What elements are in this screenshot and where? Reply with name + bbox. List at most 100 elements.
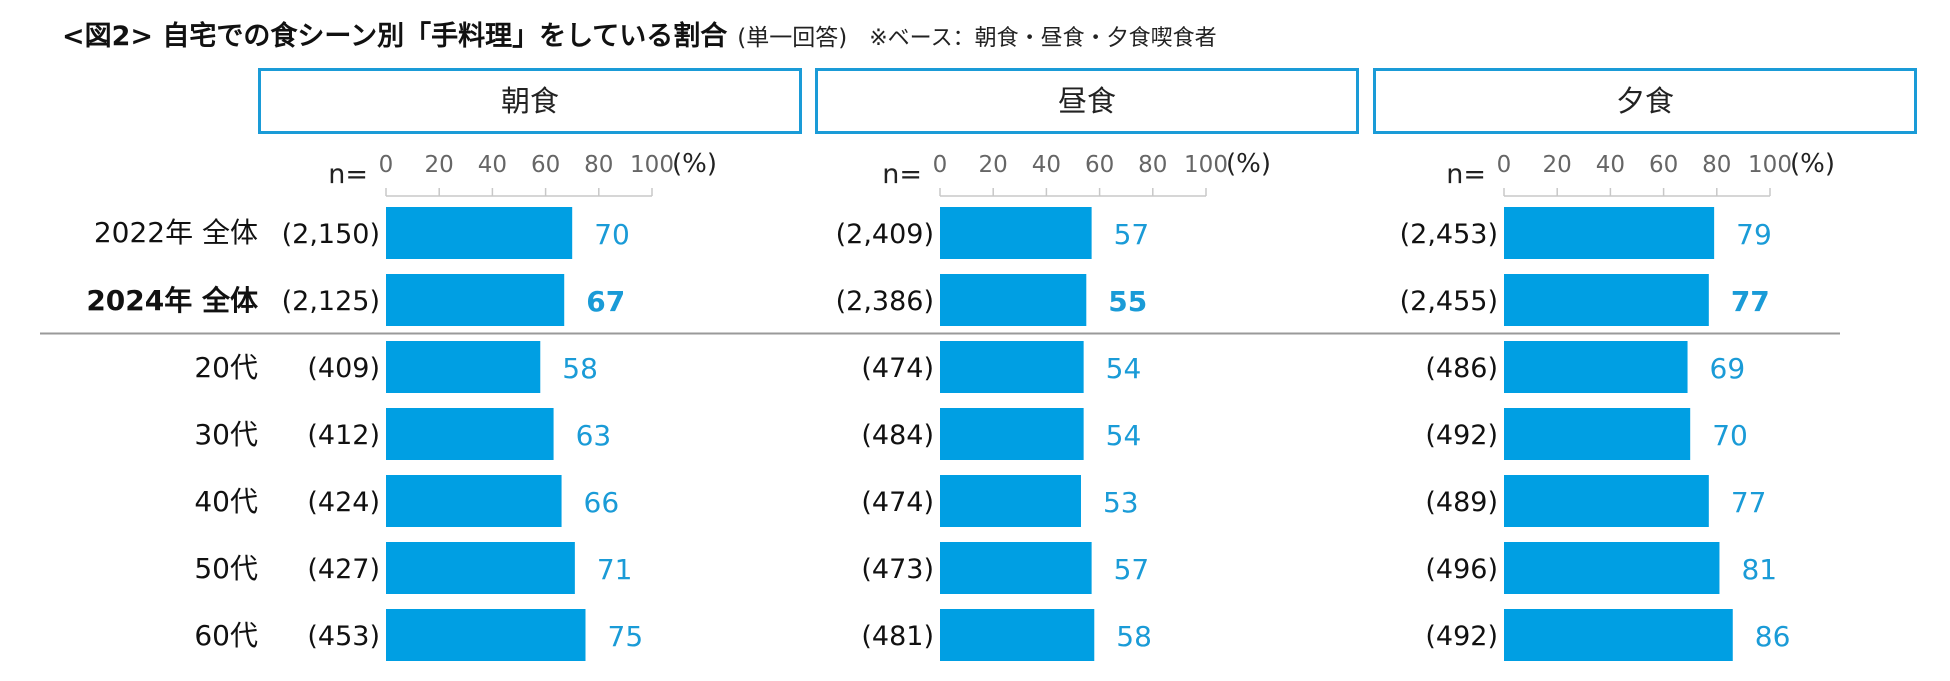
lunch-value-label-0: 57 [1114, 218, 1150, 251]
lunch-bar-3 [940, 408, 1084, 460]
breakfast-bar-5 [386, 542, 575, 594]
lunch-bar-0 [940, 207, 1092, 259]
dinner-n-count-1: (2,455) [1400, 286, 1498, 317]
dinner-tick-label-20: 20 [1543, 152, 1572, 178]
lunch-tick-label-20: 20 [979, 152, 1008, 178]
breakfast-n-count-4: (424) [307, 487, 380, 518]
base-note: ※ベース：朝食・昼食・夕食喫食者 [869, 26, 1217, 51]
chart-title-main: <図2> 自宅での食シーン別「手料理」をしている割合 [62, 21, 728, 52]
dinner-bar-5 [1504, 542, 1720, 594]
breakfast-tick-label-60: 60 [531, 152, 560, 178]
breakfast-n-count-1: (2,125) [282, 286, 380, 317]
dinner-value-label-4: 77 [1731, 486, 1767, 519]
breakfast-tick-label-0: 0 [379, 152, 394, 178]
breakfast-tick-label-40: 40 [478, 152, 507, 178]
lunch-tick-label-40: 40 [1032, 152, 1061, 178]
dinner-n-count-5: (496) [1425, 554, 1498, 585]
breakfast-n-label: n= [328, 159, 368, 190]
dinner-value-label-0: 79 [1736, 218, 1772, 251]
dinner-n-label: n= [1446, 159, 1486, 190]
lunch-n-count-3: (484) [861, 420, 934, 451]
lunch-n-count-4: (474) [861, 487, 934, 518]
lunch-bar-5 [940, 542, 1092, 594]
panel-header-breakfast: 朝食 [258, 68, 802, 134]
dinner-bar-1 [1504, 274, 1709, 326]
chart-title: <図2> 自宅での食シーン別「手料理」をしている割合 (単一回答) ※ベース：朝食・… [62, 14, 1217, 53]
lunch-bar-1 [940, 274, 1087, 326]
dinner-value-label-6: 86 [1755, 620, 1791, 653]
breakfast-unit-label: (%) [672, 149, 717, 179]
category-label-2022-total: 2022年 全体 [93, 216, 258, 249]
breakfast-bar-6 [386, 609, 586, 661]
category-label-50s: 50代 [194, 552, 258, 585]
breakfast-tick-label-80: 80 [584, 152, 613, 178]
dinner-value-label-1: 77 [1731, 285, 1770, 318]
dinner-tick-label-60: 60 [1649, 152, 1678, 178]
lunch-n-label: n= [882, 159, 922, 190]
dinner-value-label-3: 70 [1712, 419, 1748, 452]
lunch-value-label-2: 54 [1106, 352, 1142, 385]
category-label-20s: 20代 [194, 351, 258, 384]
lunch-tick-label-0: 0 [933, 152, 948, 178]
category-label-2024-total: 2024年 全体 [86, 284, 258, 317]
lunch-tick-label-100: 100 [1184, 152, 1228, 178]
breakfast-value-label-0: 70 [594, 218, 630, 251]
lunch-tick-label-60: 60 [1085, 152, 1114, 178]
panel-header-lunch: 昼食 [815, 68, 1359, 134]
lunch-tick-label-80: 80 [1138, 152, 1167, 178]
dinner-bar-2 [1504, 341, 1688, 393]
lunch-bar-4 [940, 475, 1081, 527]
lunch-bar-6 [940, 609, 1095, 661]
breakfast-n-count-0: (2,150) [282, 219, 380, 250]
answer-type-label: (単一回答) [737, 25, 848, 51]
dinner-n-count-2: (486) [1425, 353, 1498, 384]
lunch-bar-2 [940, 341, 1084, 393]
breakfast-value-label-1: 67 [586, 285, 625, 318]
breakfast-n-count-5: (427) [307, 554, 380, 585]
dinner-bar-4 [1504, 475, 1709, 527]
lunch-n-count-1: (2,386) [836, 286, 934, 317]
dinner-bar-3 [1504, 408, 1691, 460]
breakfast-n-count-3: (412) [307, 420, 380, 451]
breakfast-bar-2 [386, 341, 541, 393]
lunch-value-label-4: 53 [1103, 486, 1139, 519]
breakfast-value-label-3: 63 [576, 419, 612, 452]
lunch-n-count-0: (2,409) [836, 219, 934, 250]
dinner-n-count-4: (489) [1425, 487, 1498, 518]
dinner-tick-label-100: 100 [1748, 152, 1792, 178]
lunch-value-label-5: 57 [1114, 553, 1150, 586]
lunch-unit-label: (%) [1226, 149, 1271, 179]
dinner-tick-label-80: 80 [1702, 152, 1731, 178]
breakfast-bar-4 [386, 475, 562, 527]
category-label-30s: 30代 [194, 418, 258, 451]
lunch-value-label-3: 54 [1106, 419, 1142, 452]
dinner-n-count-3: (492) [1425, 420, 1498, 451]
dinner-unit-label: (%) [1790, 149, 1835, 179]
dinner-tick-label-0: 0 [1497, 152, 1512, 178]
breakfast-value-label-6: 75 [608, 620, 644, 653]
dinner-bar-0 [1504, 207, 1715, 259]
breakfast-n-count-2: (409) [307, 353, 380, 384]
dinner-value-label-2: 69 [1710, 352, 1746, 385]
category-label-40s: 40代 [194, 485, 258, 518]
breakfast-bar-1 [386, 274, 565, 326]
dinner-tick-label-40: 40 [1596, 152, 1625, 178]
lunch-value-label-1: 55 [1108, 285, 1147, 318]
dinner-n-count-0: (2,453) [1400, 219, 1498, 250]
breakfast-bar-3 [386, 408, 554, 460]
lunch-n-count-6: (481) [861, 621, 934, 652]
panel-header-dinner: 夕食 [1373, 68, 1917, 134]
lunch-n-count-2: (474) [861, 353, 934, 384]
breakfast-tick-label-20: 20 [425, 152, 454, 178]
dinner-n-count-6: (492) [1425, 621, 1498, 652]
breakfast-value-label-5: 71 [597, 553, 633, 586]
lunch-value-label-6: 58 [1116, 620, 1152, 653]
breakfast-value-label-4: 66 [584, 486, 620, 519]
breakfast-n-count-6: (453) [307, 621, 380, 652]
breakfast-tick-label-100: 100 [630, 152, 674, 178]
dinner-bar-6 [1504, 609, 1733, 661]
breakfast-value-label-2: 58 [562, 352, 598, 385]
dinner-value-label-5: 81 [1741, 553, 1777, 586]
lunch-n-count-5: (473) [861, 554, 934, 585]
